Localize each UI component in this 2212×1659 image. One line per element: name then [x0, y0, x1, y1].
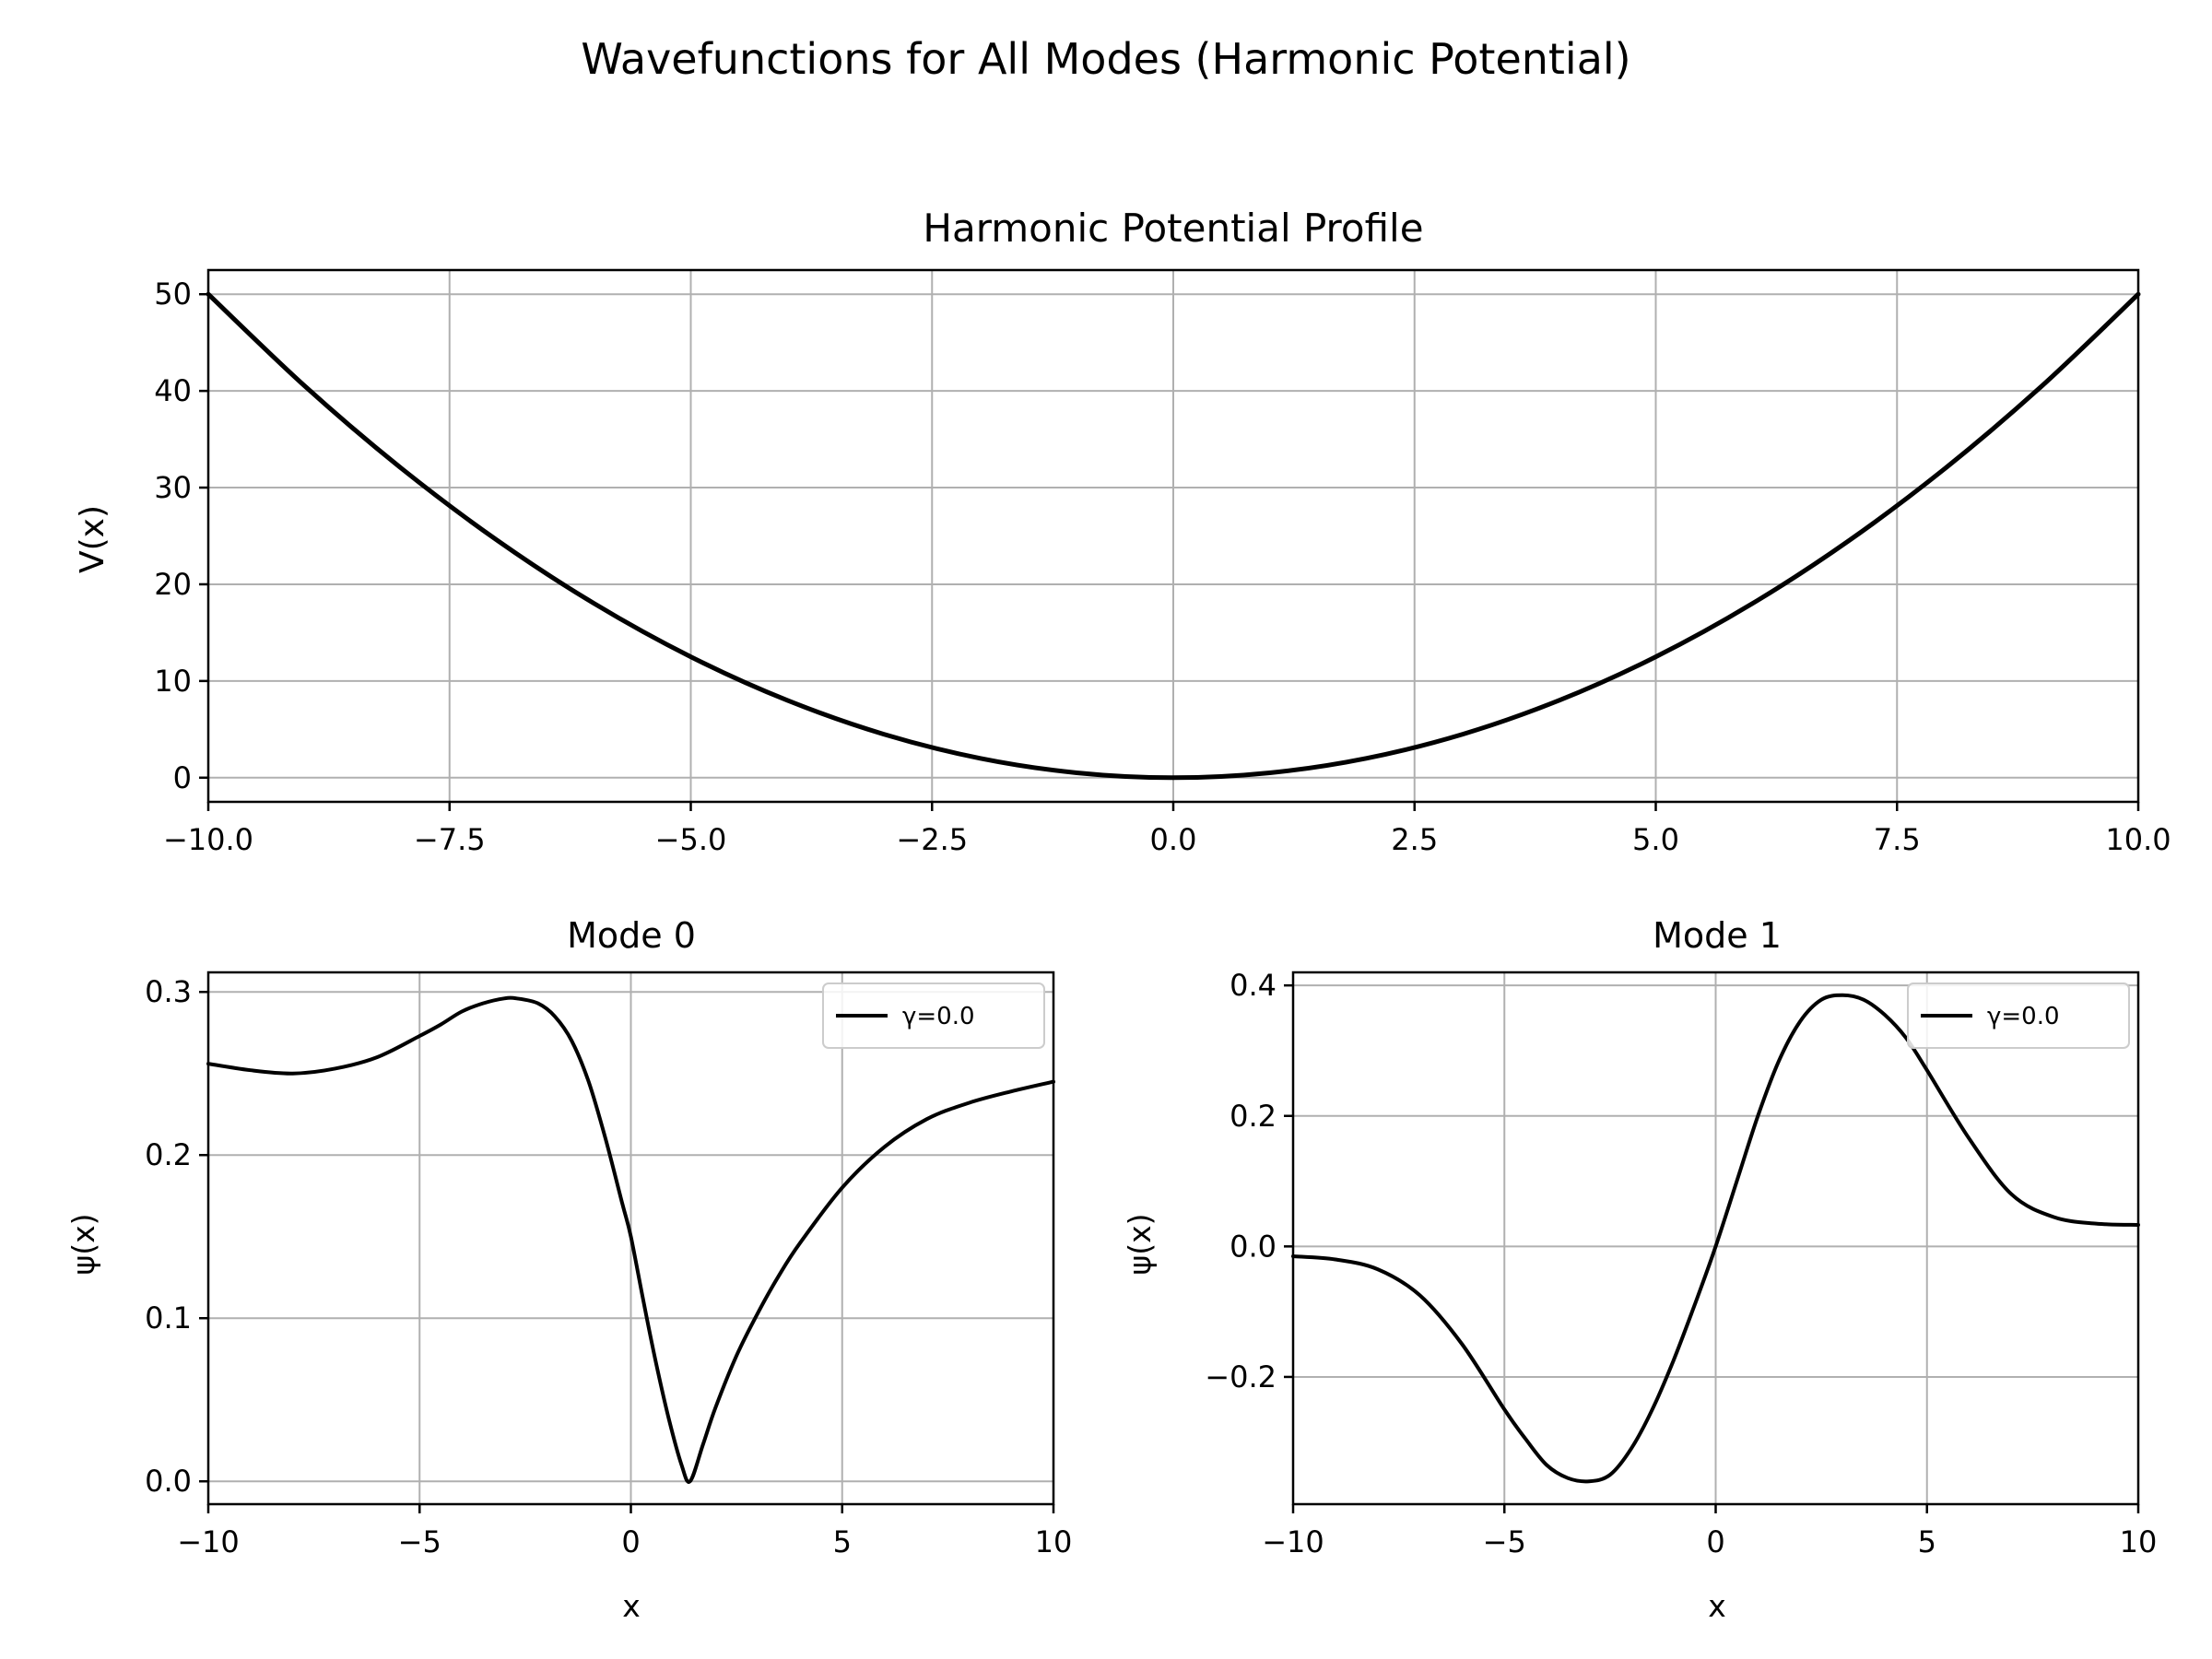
- mode1-x-tick-label: 10: [2120, 1524, 2158, 1559]
- mode1-xlabel: x: [1708, 1588, 1726, 1624]
- potential-x-tick-label: 0.0: [1150, 822, 1197, 857]
- mode1-series-line: [1291, 993, 2140, 1484]
- mode1-x-tick-label: −5: [1483, 1524, 1526, 1559]
- mode0-x-tick-label: −10: [177, 1524, 240, 1559]
- potential-x-tick-label: −10.0: [163, 822, 253, 857]
- potential-y-tick-label: 30: [154, 470, 192, 505]
- potential-x-tick-label: −7.5: [414, 822, 486, 857]
- potential-y-tick-label: 40: [154, 373, 192, 408]
- mode1-y-tick-label: −0.2: [1205, 1359, 1277, 1394]
- mode0-legend-box: [822, 982, 1045, 1049]
- mode0-plot-area: −10 −5 0 5 10 0.0 0.1 0.2 0.3 γ=0.0: [145, 971, 1073, 1559]
- potential-x-tick-label: −2.5: [896, 822, 968, 857]
- figure-suptitle: Wavefunctions for All Modes (Harmonic Po…: [581, 34, 1630, 84]
- mode0-x-tick-label: 0: [621, 1524, 640, 1559]
- mode1-panel: Mode 1 ψ(x) x −10 −5 0 5 10 −0.2 0.0 0.2 0.4 γ=0.…: [1122, 915, 2157, 1624]
- potential-x-tick-label: 5.0: [1632, 822, 1679, 857]
- potential-plot-area: −10.0 −7.5 −5.0 −2.5 0.0 2.5 5.0 7.5 10.0 0 10 20 30…: [154, 268, 2171, 857]
- mode1-panel-title: Mode 1: [1653, 915, 1782, 956]
- mode0-legend-label: γ=0.0: [902, 1003, 975, 1030]
- mode1-y-tick-label: 0.2: [1230, 1099, 1277, 1134]
- potential-y-tick-label: 10: [154, 664, 192, 699]
- mode0-xlabel: x: [622, 1588, 641, 1624]
- mode0-x-tick-label: 10: [1035, 1524, 1073, 1559]
- mode0-x-tick-label: 5: [833, 1524, 852, 1559]
- mode1-plot-area: −10 −5 0 5 10 −0.2 0.0 0.2 0.4 γ=0.0: [1205, 968, 2157, 1559]
- mode0-panel-title: Mode 0: [567, 915, 696, 956]
- mode0-y-tick-label: 0.2: [145, 1137, 192, 1172]
- mode1-legend-label: γ=0.0: [1987, 1003, 2060, 1030]
- potential-x-tick-label: 10.0: [2105, 822, 2171, 857]
- potential-panel-title: Harmonic Potential Profile: [923, 206, 1423, 251]
- potential-ylabel: V(x): [74, 505, 112, 573]
- potential-series-line: [206, 291, 2141, 781]
- potential-panel: Harmonic Potential Profile V(x) −10.0 −7.…: [74, 206, 2171, 857]
- potential-x-tick-label: 2.5: [1391, 822, 1438, 857]
- potential-x-tick-label: 7.5: [1874, 822, 1921, 857]
- mode1-ylabel: ψ(x): [1122, 1213, 1158, 1275]
- potential-y-tick-label: 20: [154, 567, 192, 602]
- mode0-series-line: [206, 995, 1055, 1484]
- mode0-panel: Mode 0 ψ(x) x −10 −5 0 5 10 0.0 0.1 0.2 0.3 γ=0.0: [65, 915, 1072, 1624]
- mode1-x-tick-label: −10: [1262, 1524, 1324, 1559]
- mode1-x-tick-label: 0: [1706, 1524, 1724, 1559]
- mode0-y-tick-label: 0.3: [145, 974, 192, 1009]
- potential-x-tick-label: −5.0: [655, 822, 727, 857]
- mode0-ylabel: ψ(x): [65, 1213, 101, 1275]
- mode0-x-tick-label: −5: [398, 1524, 441, 1559]
- mode1-y-tick-label: 0.4: [1230, 968, 1277, 1003]
- mode0-y-tick-label: 0.0: [145, 1464, 192, 1499]
- potential-y-tick-label: 50: [154, 276, 192, 312]
- potential-y-tick-label: 0: [173, 760, 192, 795]
- mode0-y-tick-label: 0.1: [145, 1300, 192, 1335]
- mode1-x-tick-label: 5: [1918, 1524, 1936, 1559]
- mode1-y-tick-label: 0.0: [1230, 1229, 1277, 1264]
- mode1-legend-box: [1907, 982, 2130, 1049]
